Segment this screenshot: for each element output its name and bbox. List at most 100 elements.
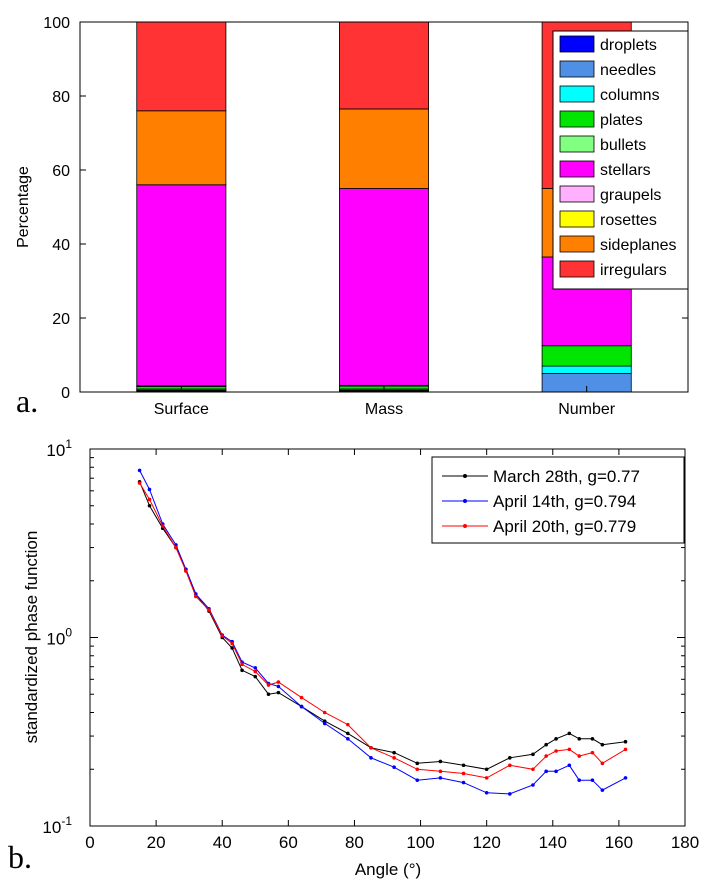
y-tick-label: 80: [52, 89, 70, 106]
data-point-april-20th-g-0-779: [147, 497, 152, 502]
data-point-march-28th-g-0-77: [600, 742, 605, 747]
data-point-april-20th-g-0-779: [554, 749, 558, 753]
panel-label-a: a.: [16, 383, 38, 419]
data-point-april-14th-g-0-794: [461, 780, 466, 785]
data-point-april-20th-g-0-779: [240, 662, 244, 667]
y-tick-exponent: 0: [65, 626, 72, 640]
data-point-april-20th-g-0-779: [346, 722, 350, 727]
y-axis-label-b: standardized phase function: [22, 531, 41, 744]
y-tick-label: 60: [52, 163, 70, 180]
data-point-april-14th-g-0-794: [590, 778, 595, 782]
data-point-march-28th-g-0-77: [438, 759, 443, 764]
legend-swatch-needles: [559, 60, 595, 78]
x-tick-label: 60: [279, 833, 298, 852]
x-tick-label: 180: [671, 833, 699, 852]
data-point-april-14th-g-0-794: [544, 769, 548, 774]
data-point-march-28th-g-0-77: [590, 737, 595, 741]
legend-box-b: [431, 456, 685, 544]
data-point-april-14th-g-0-794: [276, 684, 281, 689]
legend-marker-march-28th-g-0-77: [463, 474, 467, 478]
data-point-april-20th-g-0-779: [207, 608, 211, 612]
legend-swatch-plates: [559, 110, 595, 128]
data-point-april-20th-g-0-779: [220, 634, 225, 638]
data-point-april-14th-g-0-794: [554, 769, 558, 774]
legend-label-bullets: bullets: [600, 137, 646, 154]
data-point-april-20th-g-0-779: [544, 754, 548, 758]
y-tick-exponent: -1: [61, 814, 72, 828]
data-point-april-14th-g-0-794: [600, 788, 605, 792]
data-point-april-14th-g-0-794: [531, 783, 535, 787]
x-axis-ticks-a: Surface Mass Number: [154, 386, 616, 418]
data-point-march-28th-g-0-77: [230, 646, 234, 650]
y-axis-ticks-a: 0 20 40 60 80 100: [43, 15, 688, 402]
data-point-march-28th-g-0-77: [253, 674, 258, 679]
bar-surface-irregulars: [136, 21, 227, 112]
bar-mass-irregulars: [339, 21, 429, 110]
data-point-april-14th-g-0-794: [484, 791, 489, 795]
y-tick-label: 40: [52, 237, 70, 254]
bar-mass-stellars: [339, 188, 429, 386]
bar-surface-stellars: [136, 184, 227, 387]
data-point-april-20th-g-0-779: [322, 710, 327, 715]
data-point-april-20th-g-0-779: [415, 767, 420, 772]
data-point-april-14th-g-0-794: [577, 778, 582, 782]
data-point-march-28th-g-0-77: [392, 750, 396, 755]
legend-label-rosettes: rosettes: [600, 212, 657, 229]
x-tick-label-surface: Surface: [154, 401, 209, 418]
legend-swatch-stellars: [559, 160, 595, 178]
data-point-april-20th-g-0-779: [600, 761, 605, 766]
y-tick-base: 10: [46, 630, 65, 649]
data-point-april-20th-g-0-779: [567, 747, 572, 752]
data-point-april-14th-g-0-794: [415, 778, 420, 782]
data-point-march-28th-g-0-77: [623, 739, 628, 744]
legend-swatch-rosettes: [559, 210, 595, 228]
x-tick-label: 0: [85, 833, 94, 852]
legend-swatch-graupels: [559, 185, 595, 203]
data-point-april-14th-g-0-794: [147, 487, 152, 492]
data-point-april-20th-g-0-779: [623, 747, 628, 752]
y-tick-label: 100: [46, 626, 72, 649]
data-point-april-20th-g-0-779: [174, 545, 178, 550]
data-point-march-28th-g-0-77: [544, 742, 548, 747]
data-point-march-28th-g-0-77: [240, 668, 244, 673]
data-point-march-28th-g-0-77: [415, 761, 420, 766]
x-tick-label-number: Number: [558, 401, 616, 418]
data-point-march-28th-g-0-77: [276, 690, 281, 695]
data-point-march-28th-g-0-77: [461, 763, 466, 768]
data-point-april-20th-g-0-779: [137, 481, 142, 485]
data-point-april-14th-g-0-794: [137, 468, 142, 473]
x-tick-label: 120: [472, 833, 500, 852]
legend-label-graupels: graupels: [600, 187, 661, 204]
legend-swatch-columns: [559, 85, 595, 103]
data-point-april-14th-g-0-794: [392, 765, 396, 770]
data-point-march-28th-g-0-77: [567, 731, 572, 736]
legend-label-needles: needles: [600, 62, 656, 79]
y-tick-label: 101: [46, 437, 72, 460]
legend-swatch-bullets: [559, 135, 595, 153]
data-point-april-20th-g-0-779: [193, 594, 198, 599]
y-tick-base: 10: [42, 818, 61, 837]
panel-label-b: b.: [8, 839, 32, 875]
data-point-april-14th-g-0-794: [322, 721, 327, 726]
legend-label-plates: plates: [600, 112, 643, 129]
x-tick-label: 40: [213, 833, 232, 852]
data-point-march-28th-g-0-77: [508, 756, 512, 760]
legend-label-sideplanes: sideplanes: [600, 237, 677, 254]
legend-label-droplets: droplets: [600, 37, 657, 54]
legend-b: March 28th, g=0.77 April 14th, g=0.794 Apr…: [431, 456, 685, 544]
x-tick-label: 160: [605, 833, 633, 852]
data-point-april-14th-g-0-794: [299, 704, 304, 709]
data-point-march-28th-g-0-77: [266, 692, 271, 697]
data-point-april-20th-g-0-779: [531, 767, 535, 772]
legend-label-columns: columns: [600, 87, 660, 104]
data-point-april-14th-g-0-794: [438, 776, 443, 780]
data-point-april-20th-g-0-779: [369, 745, 373, 750]
data-point-april-20th-g-0-779: [299, 695, 304, 700]
data-point-march-28th-g-0-77: [147, 503, 152, 508]
legend-swatch-sideplanes: [559, 235, 595, 253]
legend-label-april-14th-g-0-794: April 14th, g=0.794: [493, 492, 636, 511]
data-point-march-28th-g-0-77: [346, 731, 350, 736]
y-tick-base: 10: [46, 441, 65, 460]
